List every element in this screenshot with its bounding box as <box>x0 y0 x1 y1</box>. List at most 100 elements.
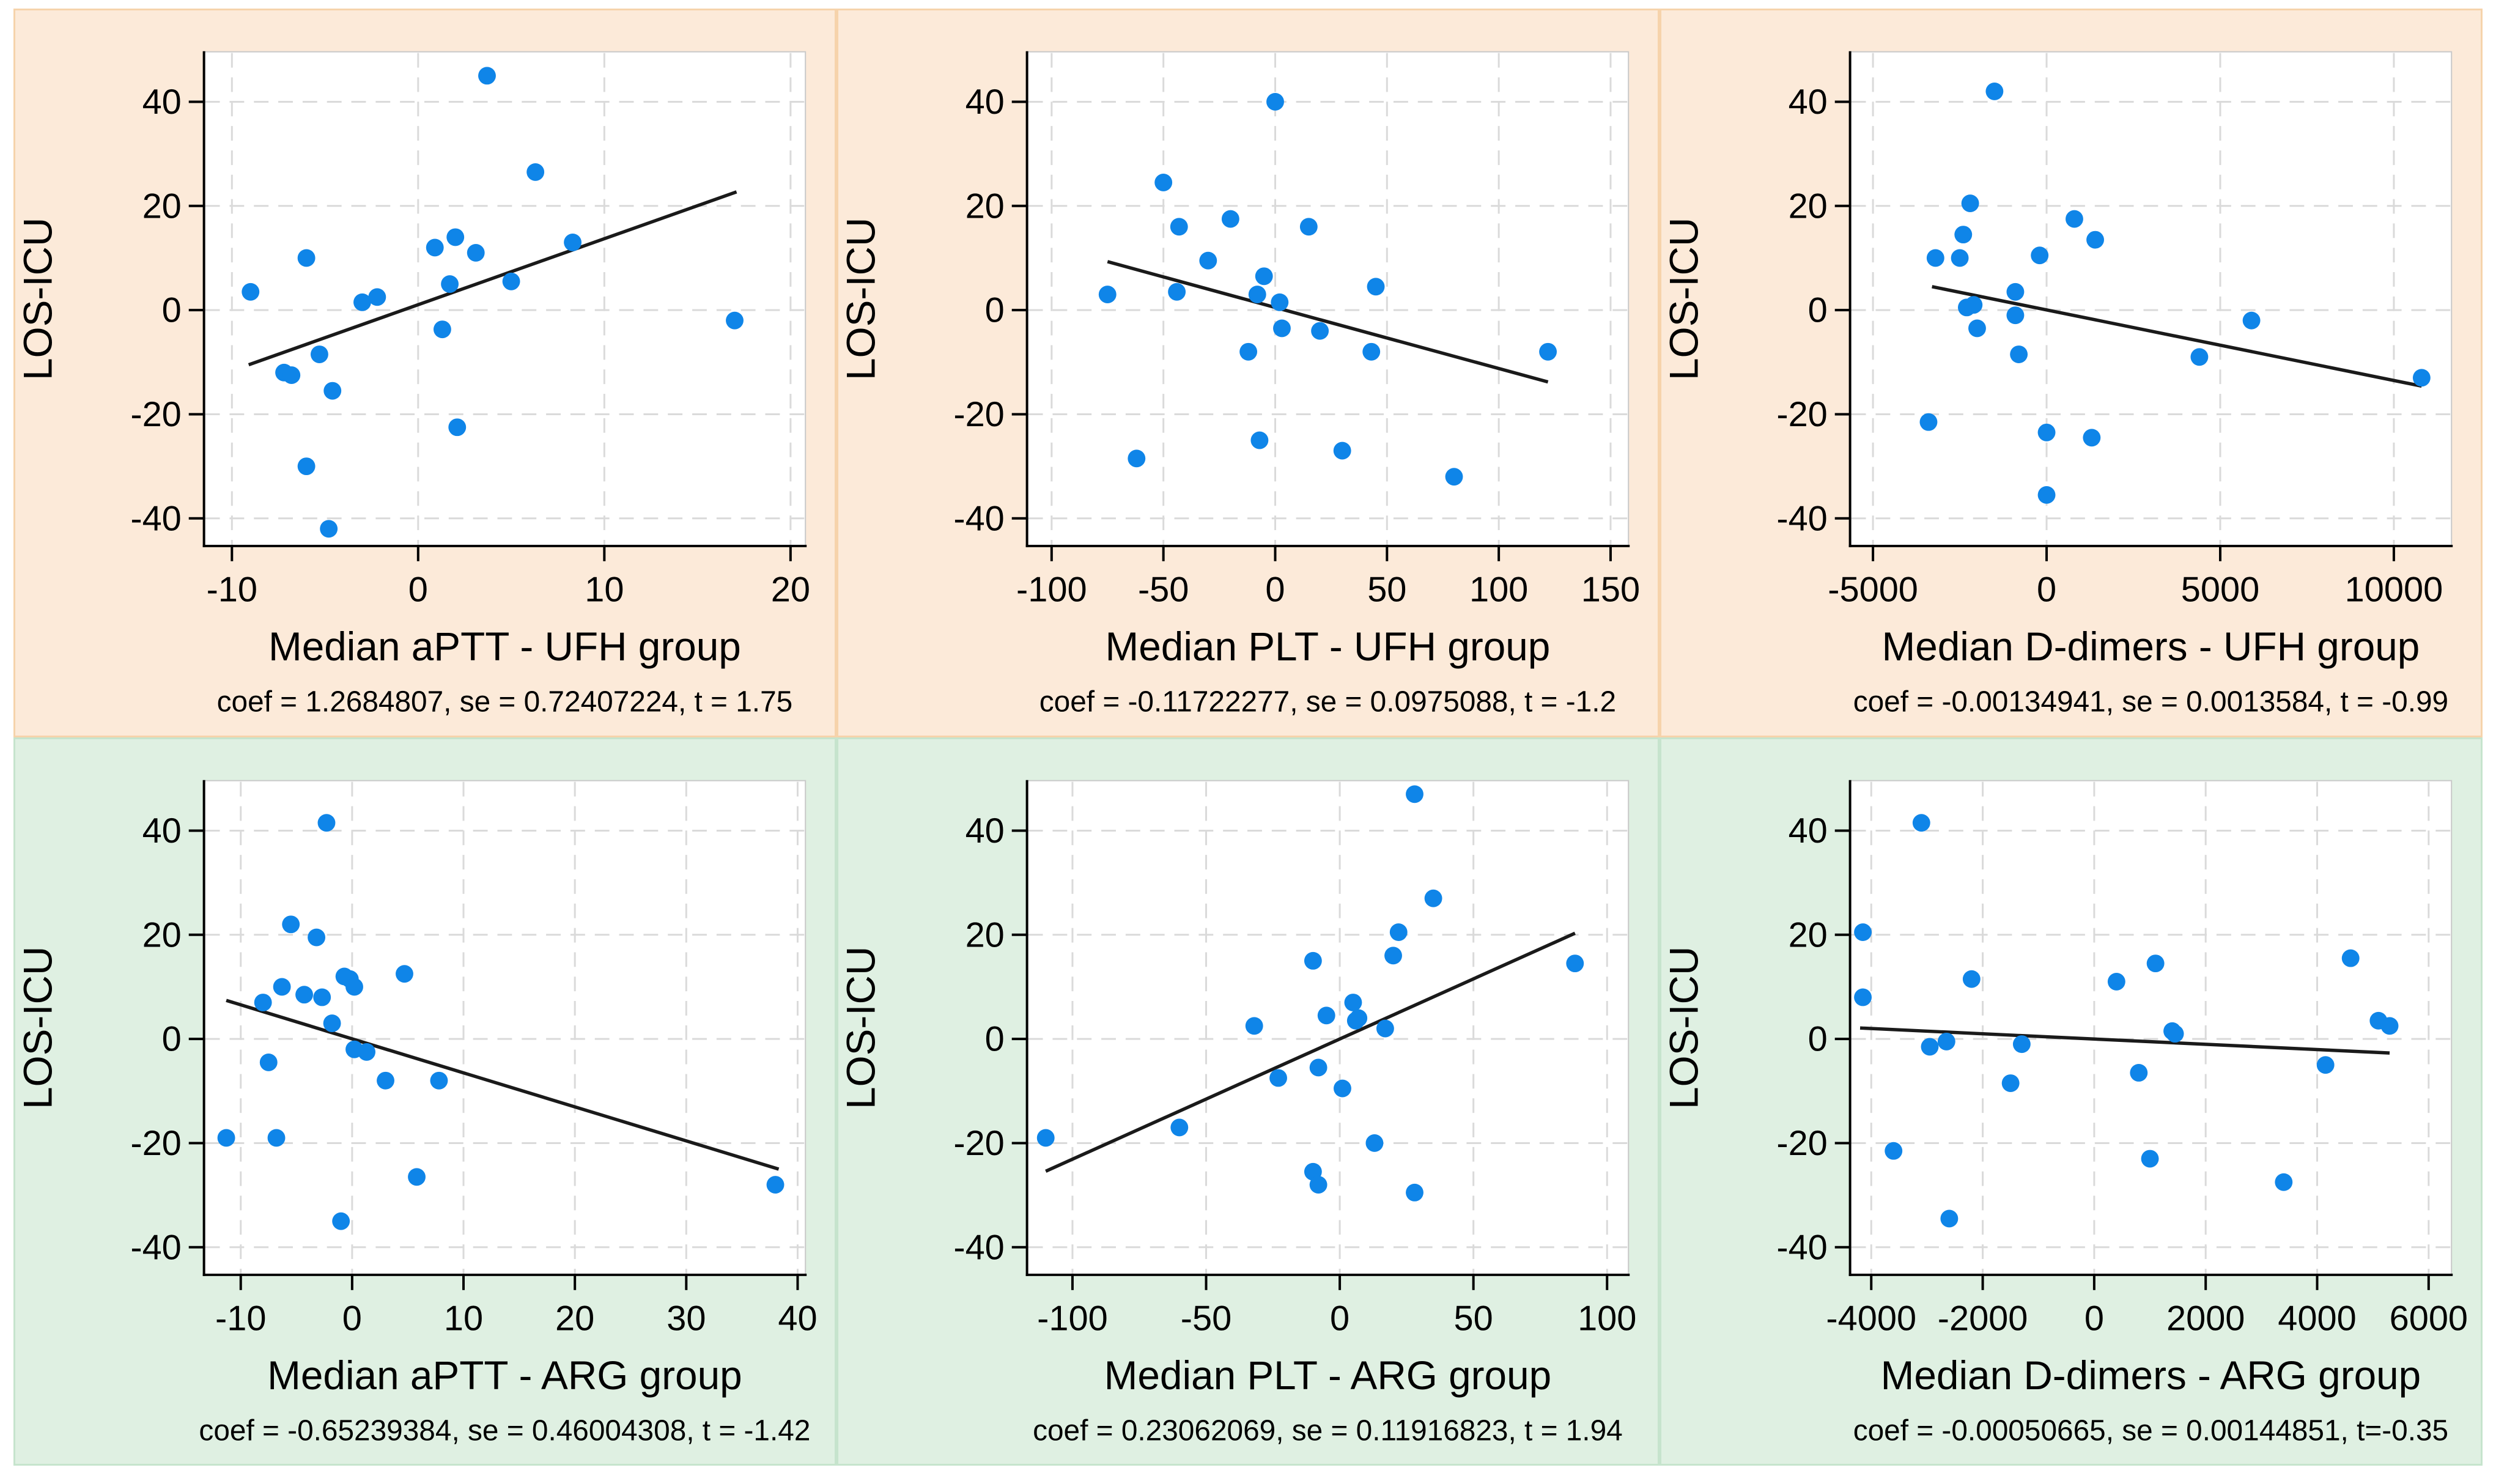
scatter-point <box>1965 296 1983 314</box>
scatter-point <box>1299 218 1318 236</box>
scatter-plot: -40 -20 0 20 40 -4000 -2000 0 2000 4000 6000 Median… <box>1662 780 2468 1447</box>
regression-line <box>248 190 737 367</box>
scatter-point <box>297 457 316 476</box>
x-tick-label: 0 <box>342 1299 362 1338</box>
scatter-point <box>1919 413 1938 431</box>
y-axis-title: LOS-ICU <box>16 946 61 1109</box>
chart-panel-4: -40 -20 0 20 40 -10 0 10 20 30 40 Median aPTT - ARG… <box>13 737 836 1466</box>
scatter-point <box>2012 1035 2031 1053</box>
scatter-point <box>2146 954 2165 972</box>
scatter-point <box>448 418 467 437</box>
scatter-point <box>564 233 582 251</box>
scatter-point <box>332 1212 350 1230</box>
scatter-point <box>317 813 336 832</box>
scatter-point <box>1266 93 1284 111</box>
x-tick-label: -10 <box>207 570 257 610</box>
x-tick-label: 150 <box>1581 570 1640 610</box>
scatter-point <box>2006 306 2025 325</box>
y-axis-title: LOS-ICU <box>1662 218 1707 380</box>
scatter-point <box>1406 784 1423 803</box>
x-tick-label: -100 <box>1016 570 1087 610</box>
scatter-point <box>2006 282 2025 301</box>
scatter-point <box>368 288 386 306</box>
scatter-point <box>2380 1016 2399 1035</box>
scatter-plot: -40 -20 0 20 40 -10 0 10 20 30 40 Median aPTT - ARG… <box>16 780 818 1447</box>
scatter-point <box>295 985 313 1003</box>
y-tick-label: 20 <box>1789 915 1828 954</box>
y-tick-label: 40 <box>1789 811 1828 851</box>
scatter-point <box>2341 949 2360 967</box>
y-tick-label: 0 <box>162 291 182 330</box>
charts-grid: -40 -20 0 20 40 -10 0 10 20 Median aPTT - UFH gro… <box>13 9 2483 1466</box>
scatter-point <box>310 345 328 363</box>
scatter-point <box>1951 249 1969 267</box>
x-tick-label: 0 <box>1265 570 1285 610</box>
x-tick-label: 2000 <box>2166 1299 2245 1338</box>
scatter-point <box>1424 889 1442 907</box>
scatter-point <box>446 228 465 246</box>
scatter-point <box>478 67 496 85</box>
scatter-point <box>1255 267 1273 286</box>
scatter-point <box>433 320 451 339</box>
scatter-point <box>308 928 326 946</box>
y-tick-label: 40 <box>142 83 182 122</box>
scatter-point <box>273 978 291 995</box>
y-tick-label: 0 <box>162 1019 182 1058</box>
scatter-point <box>353 293 371 311</box>
scatter-point <box>2412 369 2431 387</box>
x-axis-title: Median aPTT - ARG group <box>267 1353 742 1398</box>
plot-area <box>203 51 807 547</box>
scatter-point <box>526 163 545 181</box>
scatter-plot: -40 -20 0 20 40 -10 0 10 20 Median aPTT - UFH gro… <box>16 51 810 718</box>
scatter-point <box>2275 1173 2293 1191</box>
coef-note: coef = -0.00050665, se = 0.00144851, t=-… <box>1853 1414 2448 1447</box>
x-tick-label: 0 <box>2084 1299 2104 1338</box>
scatter-point <box>2242 311 2261 330</box>
y-tick-label: 0 <box>985 291 1005 330</box>
scatter-point <box>2107 972 2125 991</box>
scatter-point <box>1269 1069 1287 1087</box>
scatter-point <box>2086 231 2104 249</box>
x-tick-label: 4000 <box>2278 1299 2356 1338</box>
scatter-point <box>1309 1058 1327 1076</box>
scatter-point <box>1344 993 1362 1011</box>
scatter-point <box>259 1053 278 1071</box>
x-axis-title: Median aPTT - UFH group <box>268 624 741 669</box>
scatter-point <box>267 1129 286 1146</box>
scatter-point <box>467 244 485 262</box>
scatter-point <box>2166 1024 2184 1043</box>
scatter-point <box>1921 1037 1939 1055</box>
scatter-point <box>502 272 520 290</box>
scatter-point <box>320 520 338 538</box>
scatter-point <box>1273 319 1291 338</box>
regression-line <box>1107 260 1549 384</box>
x-tick-label: 0 <box>408 570 428 610</box>
chart-panel-6: -40 -20 0 20 40 -4000 -2000 0 2000 4000 6000 Median… <box>1660 737 2483 1466</box>
scatter-point <box>1539 342 1557 361</box>
y-tick-label: -20 <box>953 395 1004 434</box>
x-axis-title: Median D-dimers - UFH group <box>1882 624 2420 669</box>
scatter-point <box>1098 286 1117 304</box>
scatter-point <box>2130 1063 2148 1082</box>
scatter-point <box>396 964 413 983</box>
scatter-point <box>1854 988 1872 1006</box>
y-tick-label: -40 <box>130 1228 181 1267</box>
x-tick-label: 10 <box>444 1299 483 1338</box>
x-tick-label: 6000 <box>2390 1299 2468 1338</box>
chart-panel-2: -40 -20 0 20 40 -100 -50 0 50 100 150 Median PLT - … <box>836 9 1660 737</box>
y-axis-title: LOS-ICU <box>839 218 884 380</box>
scatter-point <box>1333 441 1351 460</box>
scatter-point <box>1250 431 1269 449</box>
scatter-point <box>1311 322 1329 340</box>
scatter-point <box>254 993 272 1011</box>
y-tick-label: 0 <box>985 1019 1005 1058</box>
y-tick-label: -20 <box>953 1124 1004 1163</box>
scatter-point <box>1350 1009 1368 1027</box>
y-tick-label: 20 <box>142 186 182 226</box>
scatter-point <box>1170 1118 1189 1136</box>
y-tick-label: -20 <box>1776 1124 1827 1163</box>
scatter-point <box>377 1071 394 1090</box>
scatter-point <box>313 988 331 1006</box>
y-tick-label: -20 <box>1776 395 1827 434</box>
scatter-point <box>426 238 444 257</box>
